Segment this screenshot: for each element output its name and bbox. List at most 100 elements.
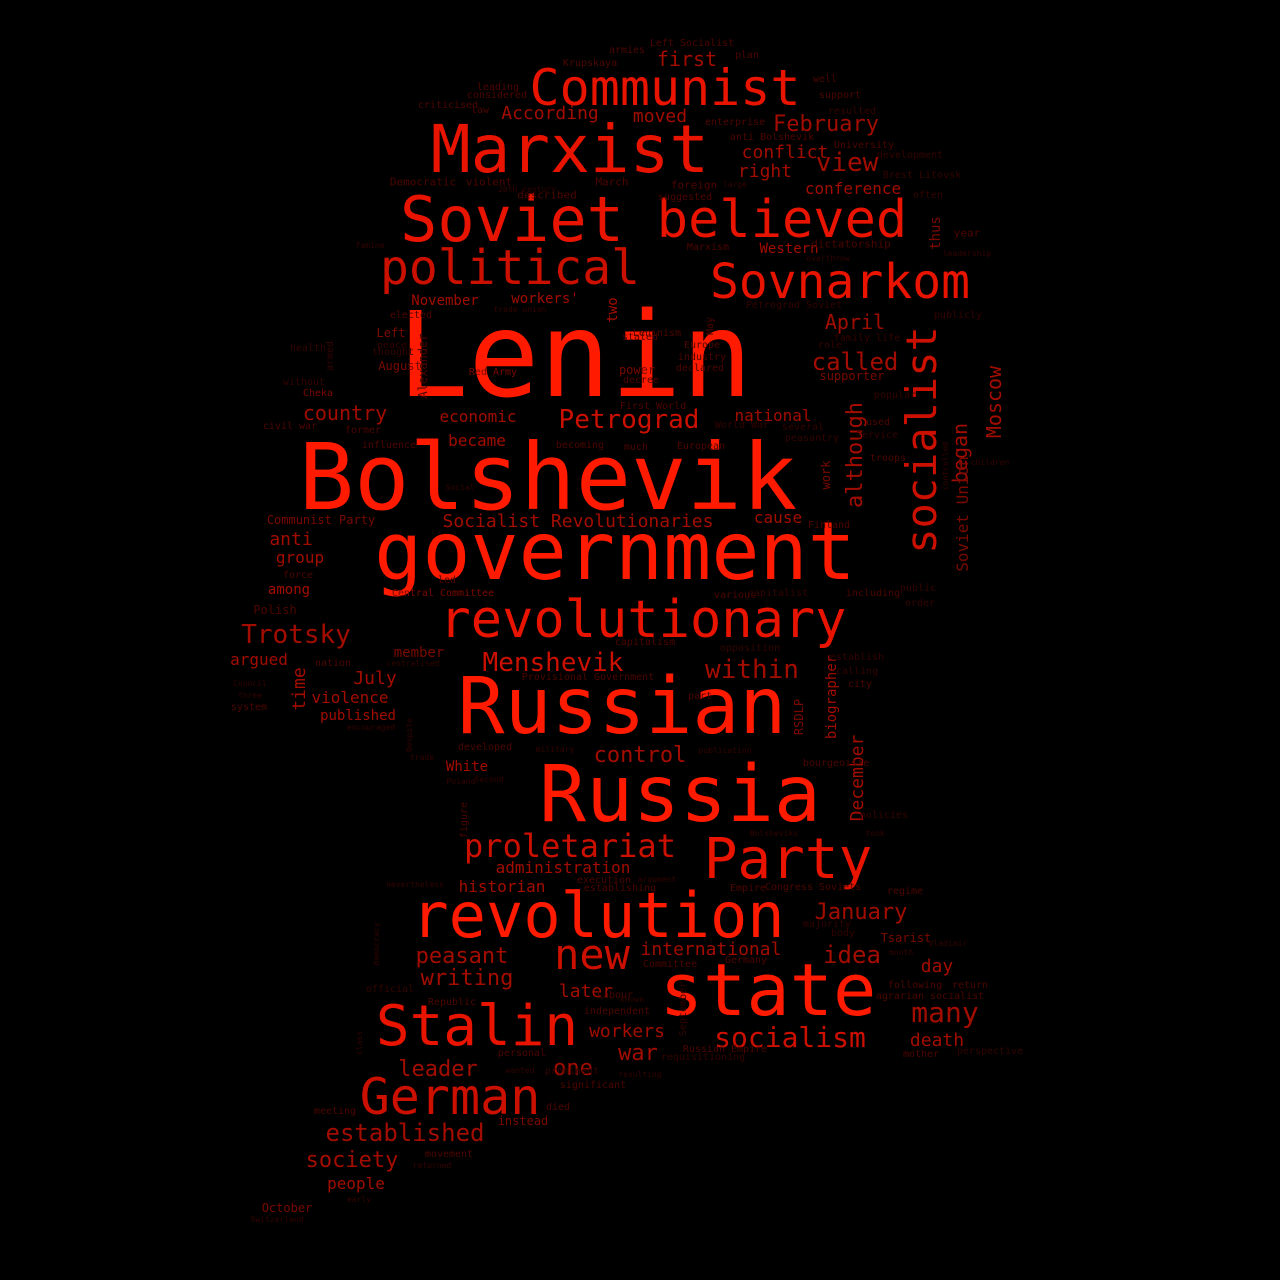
word-well: well xyxy=(812,74,838,85)
word-independent: independent xyxy=(583,1006,651,1017)
word-return: return xyxy=(951,980,989,991)
word-supporter: supporter xyxy=(819,369,885,383)
word-20th-century: 20th century xyxy=(498,185,556,194)
word-children: children xyxy=(970,458,1010,467)
word-nevertheless: nevertheless xyxy=(386,880,444,889)
word-war: war xyxy=(618,1041,658,1066)
word-social: Social xyxy=(445,483,475,492)
word-city: city xyxy=(847,679,873,690)
word-krupskaya: Krupskaya xyxy=(562,58,618,69)
word-believed: believed xyxy=(656,190,908,250)
word-month: month xyxy=(888,948,914,957)
word-peace: peace xyxy=(376,340,408,351)
word-violent: violent xyxy=(465,175,513,189)
word-stalin: Stalin xyxy=(375,994,579,1059)
word-large: large xyxy=(722,180,748,189)
word-trade-union: trade union xyxy=(493,305,547,314)
word-development: development xyxy=(876,150,944,161)
word-international: international xyxy=(640,939,782,960)
word-socialist: socialist xyxy=(897,326,946,554)
word-view: view xyxy=(815,148,879,178)
word-historian: historian xyxy=(458,877,546,896)
word-role: role xyxy=(817,340,843,351)
word-class: class xyxy=(355,1030,364,1056)
word-right: right xyxy=(737,161,793,182)
word-resulted: resulted xyxy=(827,106,877,117)
word-resulting: resulting xyxy=(618,1070,662,1079)
word-developed: developed xyxy=(457,742,513,753)
word-control: control xyxy=(593,743,687,768)
word-stated: stated xyxy=(621,332,659,343)
word-influence: influence xyxy=(361,440,417,451)
word-idea: idea xyxy=(823,941,881,969)
word-republic: Republic xyxy=(427,997,477,1008)
word-mother: mother xyxy=(902,1049,940,1060)
word-health: health xyxy=(289,343,327,354)
word-called: called xyxy=(811,348,899,376)
word-power: power xyxy=(618,363,656,377)
word-university: University xyxy=(833,140,895,151)
word-establish: establish xyxy=(829,652,885,663)
word-germany: Germany xyxy=(724,955,768,966)
word-instead: instead xyxy=(497,1114,549,1128)
word-empire: Empire xyxy=(729,883,767,894)
word-german: German xyxy=(359,1068,541,1126)
word-conference: conference xyxy=(804,179,902,198)
word-white: White xyxy=(445,759,489,775)
word-considered: considered xyxy=(466,90,528,101)
word-declared: declared xyxy=(675,363,725,374)
word-former: former xyxy=(344,425,382,436)
word-peasant: peasant xyxy=(415,944,509,969)
word-administration: administration xyxy=(495,858,631,877)
word-world-war: World War xyxy=(714,420,770,431)
word-capitalism: capitalism xyxy=(614,637,676,648)
word-july: July xyxy=(353,668,397,689)
word-work: work xyxy=(819,460,833,490)
word-movement: movement xyxy=(424,1149,474,1160)
word-returned: returned xyxy=(412,1161,452,1170)
word-trotsky: Trotsky xyxy=(241,620,351,650)
word-law: law xyxy=(470,105,490,116)
word-europe: Europe xyxy=(683,340,721,351)
word-state: state xyxy=(659,948,877,1032)
word-november: November xyxy=(411,293,479,309)
word-among: among xyxy=(267,582,311,598)
word-committee: Committee xyxy=(642,959,698,970)
word-government: government xyxy=(374,505,856,598)
word-used: used xyxy=(865,417,891,428)
word-anti: anti xyxy=(269,529,313,550)
word-marxism: Marxism xyxy=(686,242,730,253)
word-policies: policies xyxy=(859,810,909,821)
word-became: became xyxy=(448,431,506,450)
word-figure: figure xyxy=(459,801,470,839)
word-democratic: Democratic xyxy=(389,175,457,189)
word-following: following xyxy=(887,980,943,991)
word-trade: trade xyxy=(409,753,435,762)
word-without: without xyxy=(282,377,326,388)
word-publication: publication xyxy=(698,746,752,755)
word-died: died xyxy=(545,1102,571,1113)
word-october: October xyxy=(261,1201,313,1215)
word-switzerland: Switzerland xyxy=(250,1215,304,1224)
word-controlled: controlled xyxy=(941,441,950,491)
word-family-life: family life xyxy=(833,333,901,344)
word-workers: workers xyxy=(589,1021,665,1042)
word-industry: industry xyxy=(677,352,727,363)
word-one: one xyxy=(553,1056,593,1081)
word-russian-empire: Russian Empire xyxy=(682,1044,768,1055)
word-overthrow: overthrow xyxy=(806,254,850,263)
word-centralised: centralised xyxy=(386,659,440,668)
word-left-socialist: Left Socialist xyxy=(649,38,735,49)
word-much: much xyxy=(623,442,649,453)
word-march: March xyxy=(595,175,629,189)
word-polish: Polish xyxy=(253,603,297,617)
word-encouraged: encouraged xyxy=(346,723,396,732)
word-central-committee: Central Committee xyxy=(391,588,495,599)
word-thus: thus xyxy=(928,216,944,250)
word-labour: Labour xyxy=(596,990,634,1001)
word-may: May xyxy=(705,316,716,336)
word-according: According xyxy=(501,103,599,124)
word-vladimir: Vladimir xyxy=(928,939,968,948)
word-april: April xyxy=(824,310,886,334)
